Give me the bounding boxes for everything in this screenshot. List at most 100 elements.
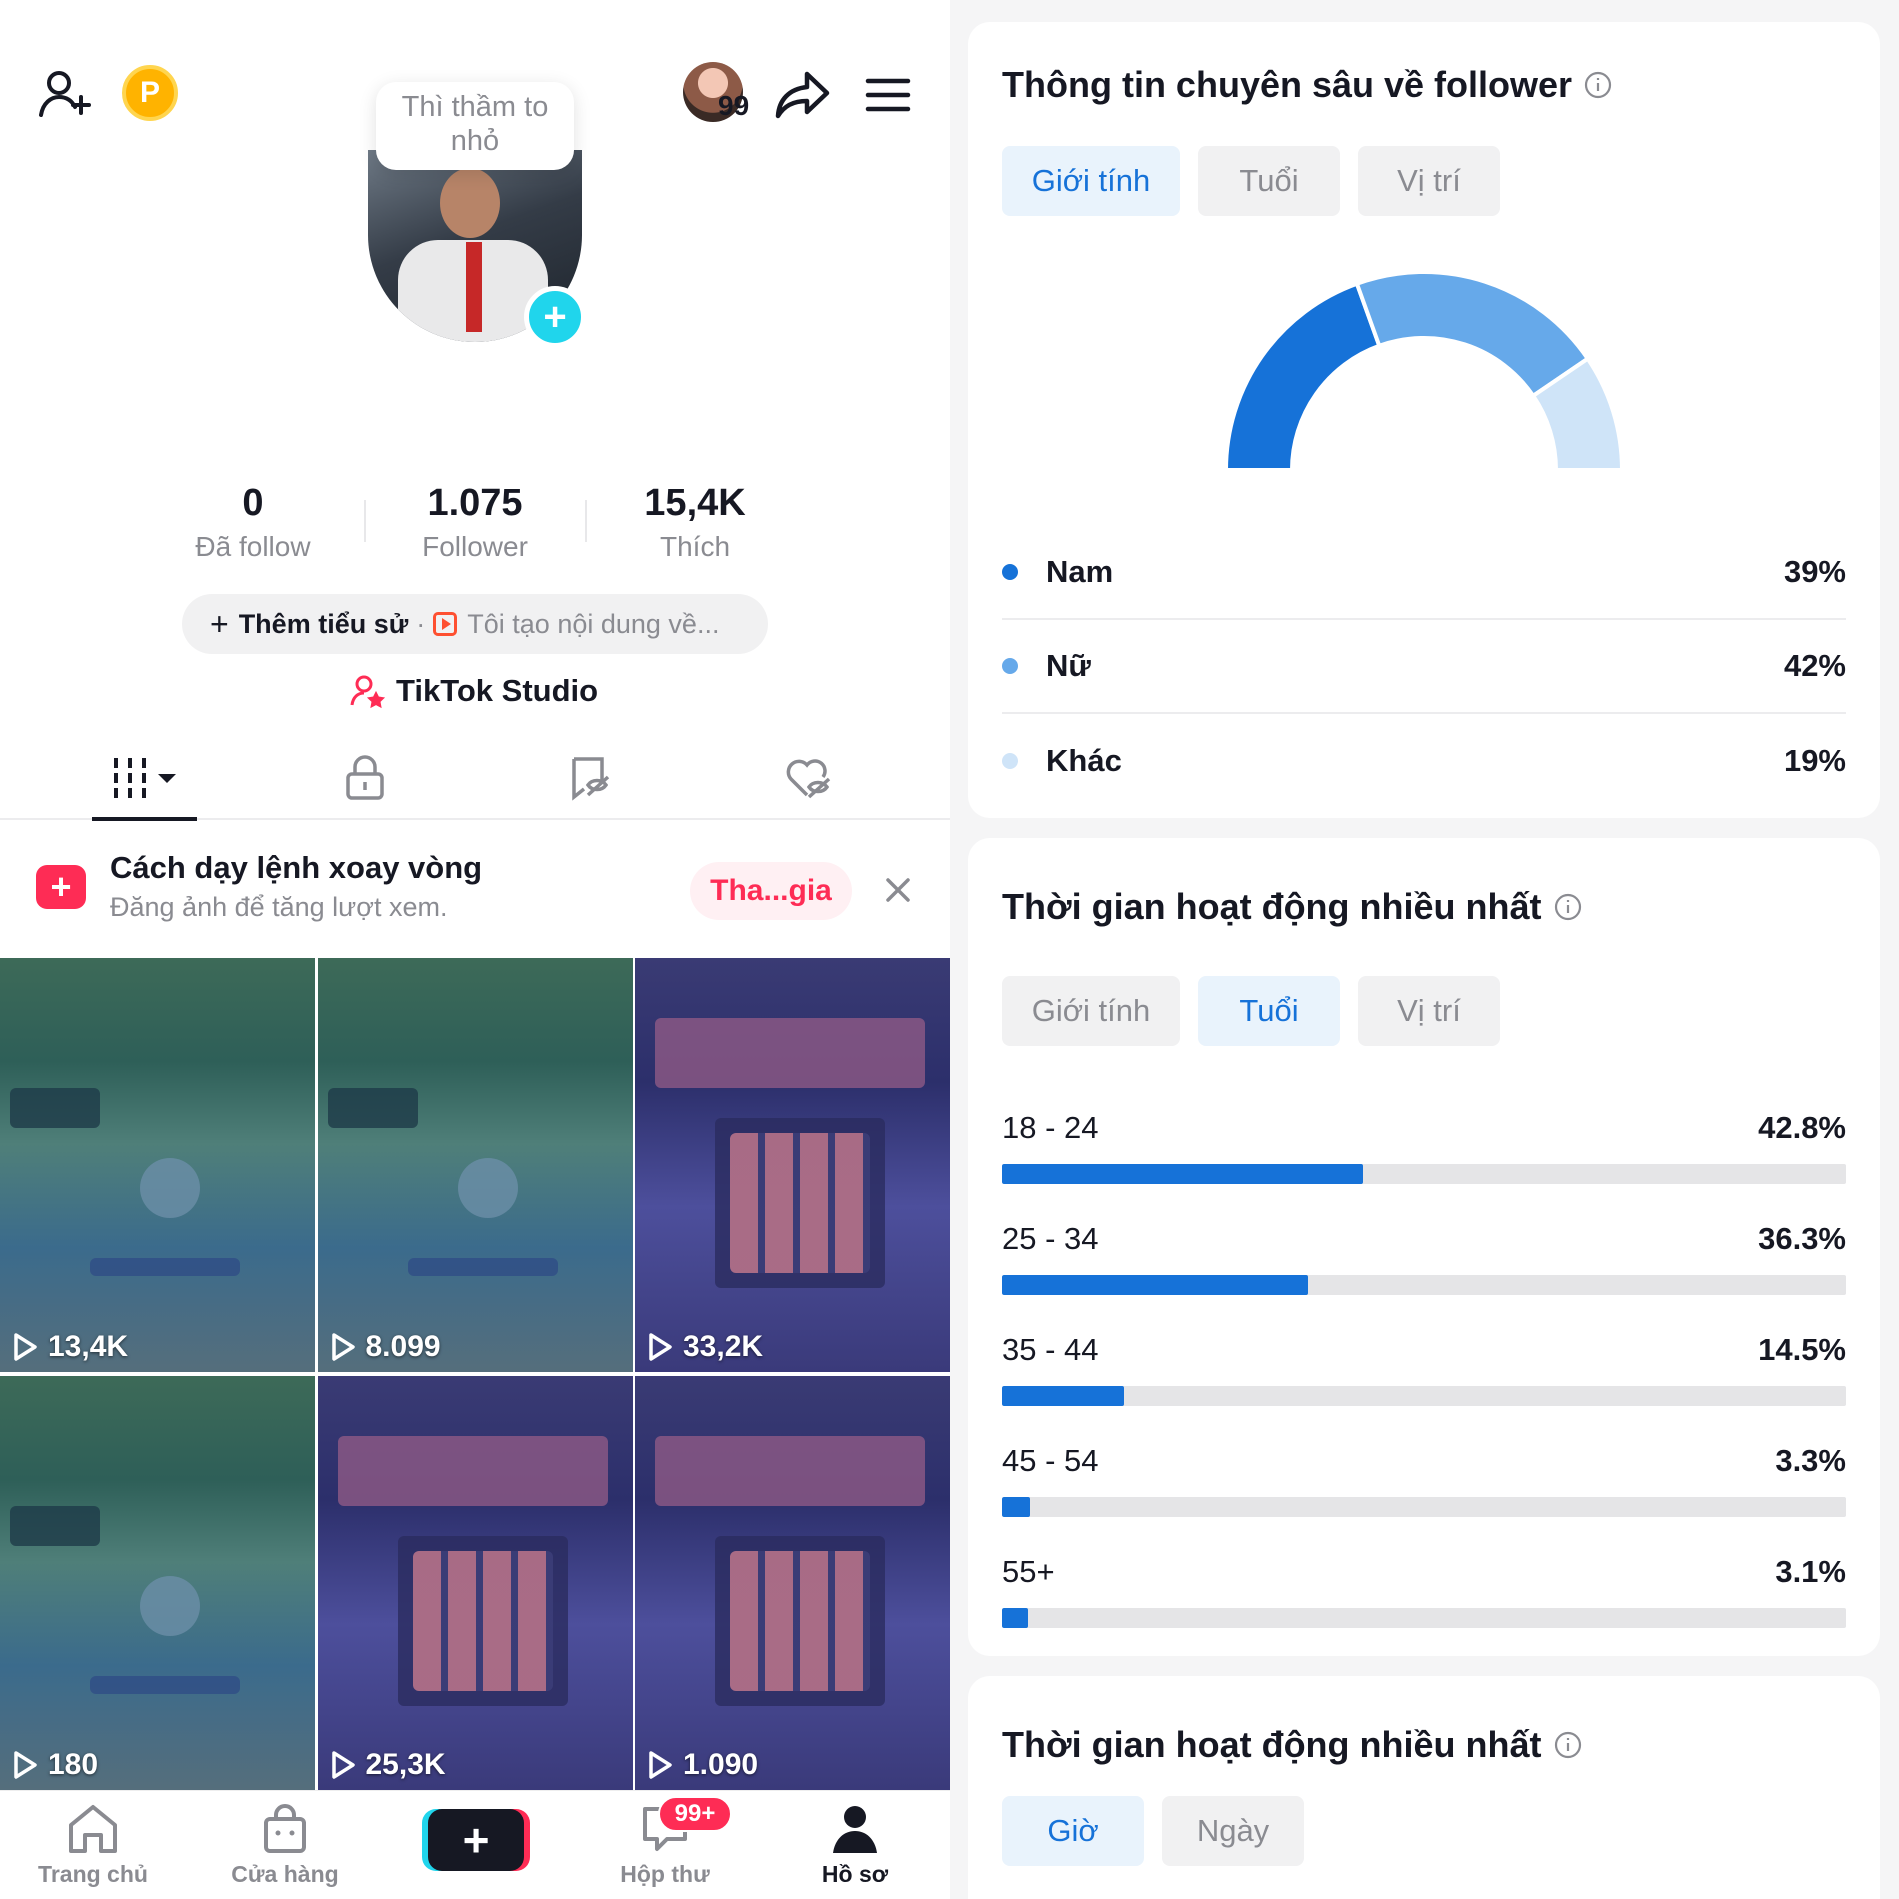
tab-age[interactable]: Tuổi bbox=[1198, 146, 1340, 216]
legend-dot bbox=[1002, 564, 1018, 580]
info-icon[interactable] bbox=[1554, 893, 1582, 921]
age-bar-track bbox=[1002, 1275, 1846, 1295]
video-thumbnail[interactable]: 180 bbox=[0, 1376, 315, 1790]
view-count-value: 8.099 bbox=[365, 1330, 441, 1363]
legend-dot bbox=[1002, 658, 1018, 674]
view-count-value: 13,4K bbox=[48, 1330, 129, 1363]
view-count: 1.090 bbox=[647, 1748, 758, 1782]
video-thumbnail[interactable]: 1.090 bbox=[635, 1376, 950, 1790]
age-percentage: 14.5% bbox=[1758, 1332, 1846, 1367]
age-distribution-card: Thời gian hoạt động nhiều nhất Giới tính… bbox=[968, 838, 1880, 1656]
tab-reposts[interactable] bbox=[560, 748, 620, 808]
story-avatar[interactable] bbox=[683, 62, 743, 122]
tab-liked[interactable] bbox=[775, 748, 840, 808]
coin-icon[interactable]: P bbox=[122, 65, 178, 121]
age-range-label: 18 - 24 bbox=[1002, 1110, 1099, 1145]
nav-shop[interactable]: Cửa hàng bbox=[210, 1803, 360, 1888]
age-bar-row: 45 - 54 3.3% bbox=[1002, 1443, 1846, 1517]
age-bar-track bbox=[1002, 1164, 1846, 1184]
banner-subtitle: Đăng ảnh để tăng lượt xem. bbox=[110, 892, 448, 922]
stat-followers[interactable]: 1.075 Follower bbox=[375, 482, 575, 563]
view-count: 8.099 bbox=[330, 1330, 441, 1364]
join-button[interactable]: Tha...gia bbox=[690, 862, 852, 920]
age-percentage: 3.3% bbox=[1775, 1443, 1846, 1478]
nav-inbox[interactable]: Hộp thư bbox=[590, 1803, 740, 1888]
view-count: 13,4K bbox=[12, 1330, 128, 1364]
info-icon[interactable] bbox=[1554, 1731, 1582, 1759]
tiktok-studio-link[interactable]: TikTok Studio bbox=[350, 668, 598, 714]
card-title-text: Thời gian hoạt động nhiều nhất bbox=[1002, 886, 1542, 927]
nav-home[interactable]: Trang chủ bbox=[18, 1803, 168, 1888]
stat-divider bbox=[364, 500, 366, 542]
video-thumbnail[interactable]: 13,4K bbox=[0, 958, 315, 1372]
follower-insights-title: Thông tin chuyên sâu về follower bbox=[1002, 64, 1612, 106]
banner-title: Cách dạy lệnh xoay vòng bbox=[110, 850, 483, 885]
tip-banner: + Cách dạy lệnh xoay vòng Đăng ảnh để tă… bbox=[0, 840, 950, 940]
stat-followers-value: 1.075 bbox=[427, 482, 523, 524]
tab-location[interactable]: Vị trí bbox=[1358, 146, 1500, 216]
legend-row: Nam 39% bbox=[1002, 526, 1846, 620]
gender-donut-chart bbox=[1226, 270, 1622, 472]
card-title-text: Thông tin chuyên sâu về follower bbox=[1002, 64, 1573, 105]
age-bar-row: 25 - 34 36.3% bbox=[1002, 1221, 1846, 1295]
tab-videos[interactable] bbox=[92, 748, 197, 808]
time-card-title: Thời gian hoạt động nhiều nhất bbox=[1002, 1724, 1582, 1766]
time-card-tabs: Giờ Ngày bbox=[1002, 1796, 1304, 1866]
add-friend-icon[interactable] bbox=[30, 60, 100, 130]
add-bio-button[interactable]: + Thêm tiểu sử · Tôi tạo nội dung về... bbox=[182, 594, 768, 654]
create-button[interactable]: + bbox=[428, 1809, 524, 1871]
card-title-text: Thời gian hoạt động nhiều nhất bbox=[1002, 1724, 1542, 1765]
age-bar-track bbox=[1002, 1386, 1846, 1406]
home-icon bbox=[69, 1805, 117, 1853]
tab-gender[interactable]: Giới tính bbox=[1002, 976, 1180, 1046]
donut-segment-nam[interactable] bbox=[1226, 281, 1382, 472]
tiktok-studio-label: TikTok Studio bbox=[396, 673, 599, 708]
stat-divider bbox=[585, 500, 587, 542]
bottom-navigation: Trang chủ Cửa hàng + Hộp thư Hồ sơ bbox=[0, 1790, 950, 1899]
legend-label: Nữ bbox=[1046, 648, 1091, 683]
video-thumbnail[interactable]: 8.099 bbox=[317, 958, 633, 1372]
bio-description: Tôi tạo nội dung về... bbox=[467, 608, 720, 639]
legend-label: Nam bbox=[1046, 554, 1114, 589]
age-percentage: 42.8% bbox=[1758, 1110, 1846, 1145]
close-icon[interactable] bbox=[878, 870, 918, 910]
tab-day[interactable]: Ngày bbox=[1162, 1796, 1304, 1866]
nav-profile[interactable]: Hồ sơ bbox=[780, 1803, 930, 1888]
tab-private[interactable] bbox=[335, 748, 395, 808]
donut-segment-nữ[interactable] bbox=[1354, 270, 1591, 399]
age-range-label: 45 - 54 bbox=[1002, 1443, 1099, 1478]
videos-grid-icon bbox=[113, 758, 176, 798]
tab-gender[interactable]: Giới tính bbox=[1002, 146, 1180, 216]
add-avatar-plus-icon[interactable]: + bbox=[524, 286, 586, 348]
view-count: 25,3K bbox=[330, 1748, 446, 1782]
shopping-bag-icon bbox=[264, 1804, 306, 1853]
stat-following[interactable]: 0 Đã follow bbox=[153, 482, 353, 563]
profile-avatar[interactable] bbox=[368, 150, 582, 342]
add-bio-label: Thêm tiểu sử bbox=[238, 608, 409, 639]
nav-profile-label: Hồ sơ bbox=[821, 1861, 889, 1887]
plus-icon: + bbox=[210, 605, 229, 642]
video-thumbnail[interactable]: 33,2K bbox=[635, 958, 950, 1372]
stat-likes[interactable]: 15,4K Thích bbox=[595, 482, 795, 563]
donut-segment-khác[interactable] bbox=[1530, 355, 1622, 472]
share-icon[interactable] bbox=[770, 62, 836, 128]
tab-location[interactable]: Vị trí bbox=[1358, 976, 1500, 1046]
bio-separator: · bbox=[416, 608, 426, 639]
info-icon[interactable] bbox=[1584, 71, 1612, 99]
stat-followers-label: Follower bbox=[422, 531, 528, 562]
tab-age[interactable]: Tuổi bbox=[1198, 976, 1340, 1046]
menu-icon[interactable] bbox=[860, 70, 916, 120]
video-thumbnail[interactable]: 25,3K bbox=[317, 1376, 633, 1790]
age-card-tabs: Giới tính Tuổi Vị trí bbox=[1002, 976, 1500, 1046]
tab-hour[interactable]: Giờ bbox=[1002, 1796, 1144, 1866]
age-range-label: 55+ bbox=[1002, 1554, 1055, 1589]
person-icon bbox=[833, 1806, 877, 1853]
bookmark-hidden-icon bbox=[572, 757, 610, 801]
age-percentage: 36.3% bbox=[1758, 1221, 1846, 1256]
note-bubble[interactable]: Thì thầm to nhỏ bbox=[376, 82, 574, 170]
view-count-value: 1.090 bbox=[683, 1748, 759, 1781]
legend-dot bbox=[1002, 753, 1018, 769]
age-bar-fill bbox=[1002, 1497, 1030, 1517]
age-percentage: 3.1% bbox=[1775, 1554, 1846, 1589]
age-range-label: 25 - 34 bbox=[1002, 1221, 1099, 1256]
